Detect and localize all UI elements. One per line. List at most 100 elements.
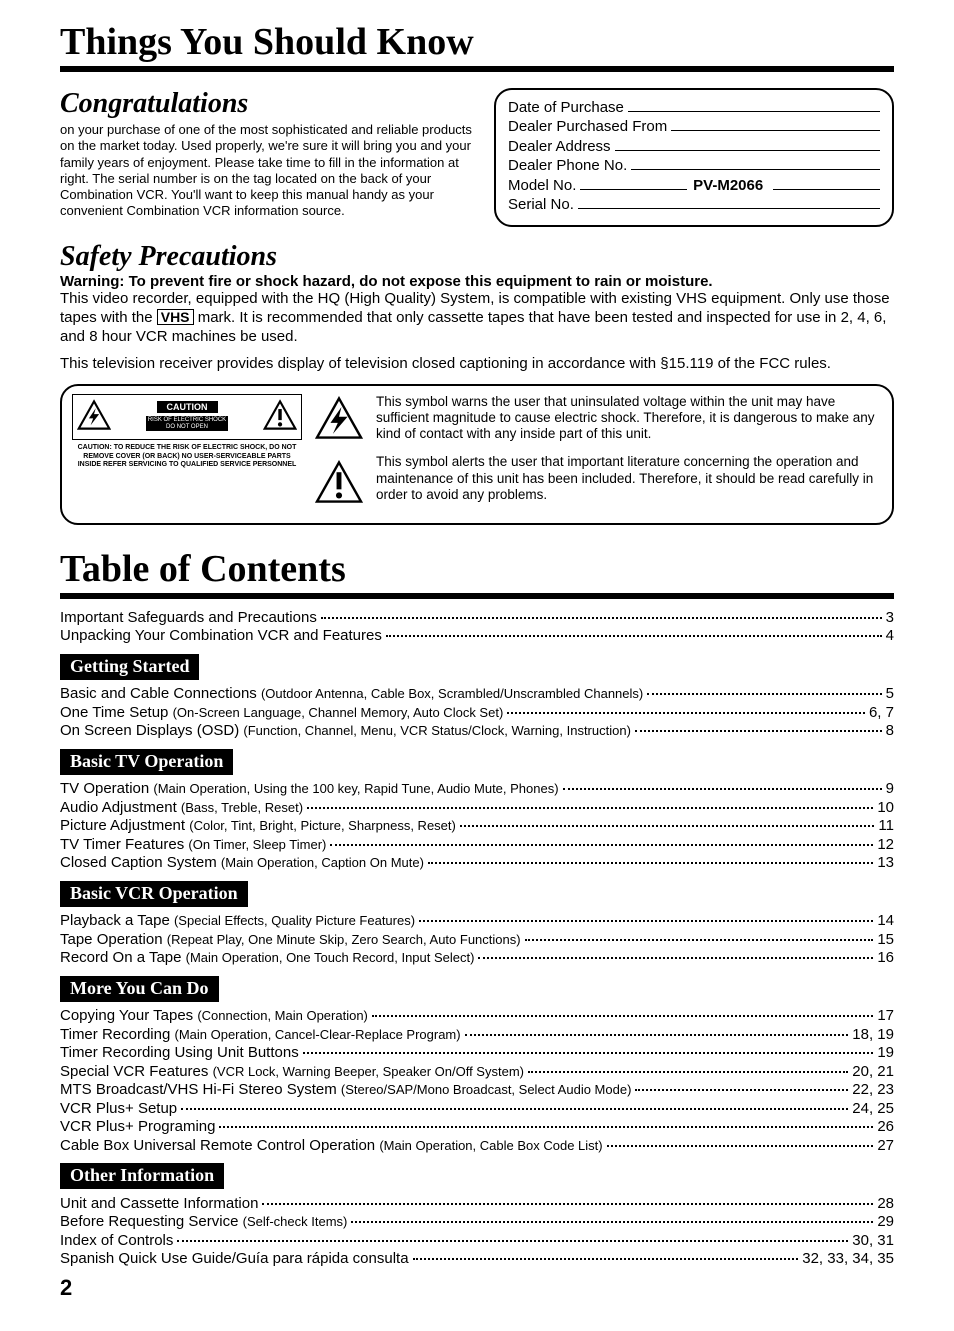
- toc-section-bar: Basic VCR Operation: [60, 881, 248, 907]
- toc-page: 26: [877, 1118, 894, 1135]
- toc-label: TV Operation (Main Operation, Using the …: [60, 780, 559, 797]
- toc-line: Unpacking Your Combination VCR and Featu…: [60, 627, 894, 644]
- info-label: Date of Purchase: [508, 99, 624, 116]
- toc-page: 17: [877, 1007, 894, 1024]
- toc-line: Before Requesting Service (Self-check It…: [60, 1213, 894, 1230]
- symbol-icons: [312, 394, 366, 504]
- caution-label: CAUTION: [157, 401, 218, 413]
- excl-triangle-icon-large: [314, 460, 364, 504]
- toc-page: 20, 21: [852, 1063, 894, 1080]
- toc-section-bar: Basic TV Operation: [60, 749, 233, 775]
- toc-label: Special VCR Features (VCR Lock, Warning …: [60, 1063, 524, 1080]
- info-value: PV-M2066: [687, 177, 769, 194]
- caution-block: CAUTION RISK OF ELECTRIC SHOCK DO NOT OP…: [72, 394, 302, 470]
- toc-label: VCR Plus+ Programing: [60, 1118, 215, 1135]
- info-row: Dealer Purchased From: [508, 118, 880, 136]
- toc-sublabel: (Main Operation, One Touch Record, Input…: [186, 950, 475, 965]
- purchase-info-box: Date of Purchase Dealer Purchased From Dea…: [494, 88, 894, 227]
- toc-sublabel: (Color, Tint, Bright, Picture, Sharpness…: [189, 818, 456, 833]
- toc-label: Timer Recording Using Unit Buttons: [60, 1044, 299, 1061]
- toc-page: 3: [886, 609, 894, 626]
- info-label: Dealer Purchased From: [508, 118, 667, 135]
- toc-line: Important Safeguards and Precautions 3: [60, 609, 894, 626]
- bolt-triangle-icon-large: [314, 396, 364, 440]
- info-label: Model No.: [508, 177, 576, 194]
- toc-label: Copying Your Tapes (Connection, Main Ope…: [60, 1007, 368, 1024]
- toc-line: Tape Operation (Repeat Play, One Minute …: [60, 931, 894, 948]
- toc-label: Basic and Cable Connections (Outdoor Ant…: [60, 685, 643, 702]
- toc-label: Closed Caption System (Main Operation, C…: [60, 854, 424, 871]
- toc-page: 19: [877, 1044, 894, 1061]
- toc-line: Copying Your Tapes (Connection, Main Ope…: [60, 1007, 894, 1024]
- bolt-triangle-icon: [77, 399, 111, 431]
- toc-line: Picture Adjustment (Color, Tint, Bright,…: [60, 817, 894, 834]
- toc-title: Table of Contents: [60, 547, 894, 599]
- toc-line: Timer Recording Using Unit Buttons 19: [60, 1044, 894, 1061]
- toc-line: Closed Caption System (Main Operation, C…: [60, 854, 894, 871]
- toc-page: 27: [877, 1137, 894, 1154]
- toc-sublabel: (Main Operation, Cable Box Code List): [379, 1138, 602, 1153]
- toc-line: VCR Plus+ Programing 26: [60, 1118, 894, 1135]
- toc-label: Cable Box Universal Remote Control Opera…: [60, 1137, 603, 1154]
- toc-label: Playback a Tape (Special Effects, Qualit…: [60, 912, 415, 929]
- toc-label: Spanish Quick Use Guide/Guía para rápida…: [60, 1250, 409, 1267]
- toc-label: Index of Controls: [60, 1232, 173, 1249]
- toc-sublabel: (Function, Channel, Menu, VCR Status/Clo…: [243, 723, 631, 738]
- info-label: Dealer Phone No.: [508, 157, 627, 174]
- toc-sublabel: (Main Operation, Using the 100 key, Rapi…: [153, 781, 558, 796]
- toc-page: 22, 23: [852, 1081, 894, 1098]
- toc-line: TV Timer Features (On Timer, Sleep Timer…: [60, 836, 894, 853]
- safety-para2: This television receiver provides displa…: [60, 354, 894, 374]
- toc-page: 32, 33, 34, 35: [802, 1250, 894, 1267]
- congrats-heading: Congratulations: [60, 88, 476, 120]
- toc-section-bar: Getting Started: [60, 654, 199, 680]
- toc-page: 30, 31: [852, 1232, 894, 1249]
- toc-page: 16: [877, 949, 894, 966]
- toc-line: Audio Adjustment (Bass, Treble, Reset) 10: [60, 799, 894, 816]
- toc-page: 11: [878, 817, 894, 834]
- caution-sub: RISK OF ELECTRIC SHOCK DO NOT OPEN: [146, 416, 228, 431]
- toc-sublabel: (Bass, Treble, Reset): [181, 800, 303, 815]
- toc-label: On Screen Displays (OSD) (Function, Chan…: [60, 722, 631, 739]
- toc-line: Index of Controls 30, 31: [60, 1232, 894, 1249]
- toc-line: MTS Broadcast/VHS Hi-Fi Stereo System (S…: [60, 1081, 894, 1098]
- toc-label: Picture Adjustment (Color, Tint, Bright,…: [60, 817, 456, 834]
- toc-page: 29: [877, 1213, 894, 1230]
- vhs-mark: VHS: [157, 309, 194, 325]
- congrats-body: on your purchase of one of the most soph…: [60, 122, 476, 220]
- toc-line: Unit and Cassette Information 28: [60, 1195, 894, 1212]
- caution-text: CAUTION: TO REDUCE THE RISK OF ELECTRIC …: [72, 444, 302, 470]
- toc-sublabel: (VCR Lock, Warning Beeper, Speaker On/Of…: [213, 1064, 524, 1079]
- toc-label: One Time Setup (On-Screen Language, Chan…: [60, 704, 503, 721]
- excl-triangle-icon: [263, 399, 297, 431]
- toc-label: Timer Recording (Main Operation, Cancel-…: [60, 1026, 461, 1043]
- toc-sublabel: (On-Screen Language, Channel Memory, Aut…: [173, 705, 504, 720]
- toc-sublabel: (Main Operation, Caption On Mute): [221, 855, 424, 870]
- toc-sublabel: (Stereo/SAP/Mono Broadcast, Select Audio…: [341, 1082, 632, 1097]
- toc-label: VCR Plus+ Setup: [60, 1100, 177, 1117]
- toc-label: TV Timer Features (On Timer, Sleep Timer…: [60, 836, 326, 853]
- toc-label: Before Requesting Service (Self-check It…: [60, 1213, 347, 1230]
- page-number: 2: [60, 1275, 894, 1301]
- toc-page: 9: [886, 780, 894, 797]
- congrats-block: Congratulations on your purchase of one …: [60, 88, 476, 220]
- toc-label: Unit and Cassette Information: [60, 1195, 258, 1212]
- info-row: Date of Purchase: [508, 98, 880, 116]
- toc-line: Spanish Quick Use Guide/Guía para rápida…: [60, 1250, 894, 1267]
- toc-label: Audio Adjustment (Bass, Treble, Reset): [60, 799, 303, 816]
- toc-label: Tape Operation (Repeat Play, One Minute …: [60, 931, 521, 948]
- info-row: Dealer Address: [508, 137, 880, 155]
- toc-page: 4: [886, 627, 894, 644]
- toc-section-bar: Other Information: [60, 1163, 224, 1189]
- toc-label: MTS Broadcast/VHS Hi-Fi Stereo System (S…: [60, 1081, 631, 1098]
- toc-page: 6, 7: [869, 704, 894, 721]
- toc-page: 14: [877, 912, 894, 929]
- toc-sublabel: (Self-check Items): [243, 1214, 348, 1229]
- toc-line: Basic and Cable Connections (Outdoor Ant…: [60, 685, 894, 702]
- toc-page: 15: [877, 931, 894, 948]
- toc-page: 10: [877, 799, 894, 816]
- toc-line: VCR Plus+ Setup 24, 25: [60, 1100, 894, 1117]
- toc-line: Timer Recording (Main Operation, Cancel-…: [60, 1026, 894, 1043]
- symbol-text: This symbol warns the user that uninsula…: [376, 394, 882, 515]
- excl-text: This symbol alerts the user that importa…: [376, 454, 882, 503]
